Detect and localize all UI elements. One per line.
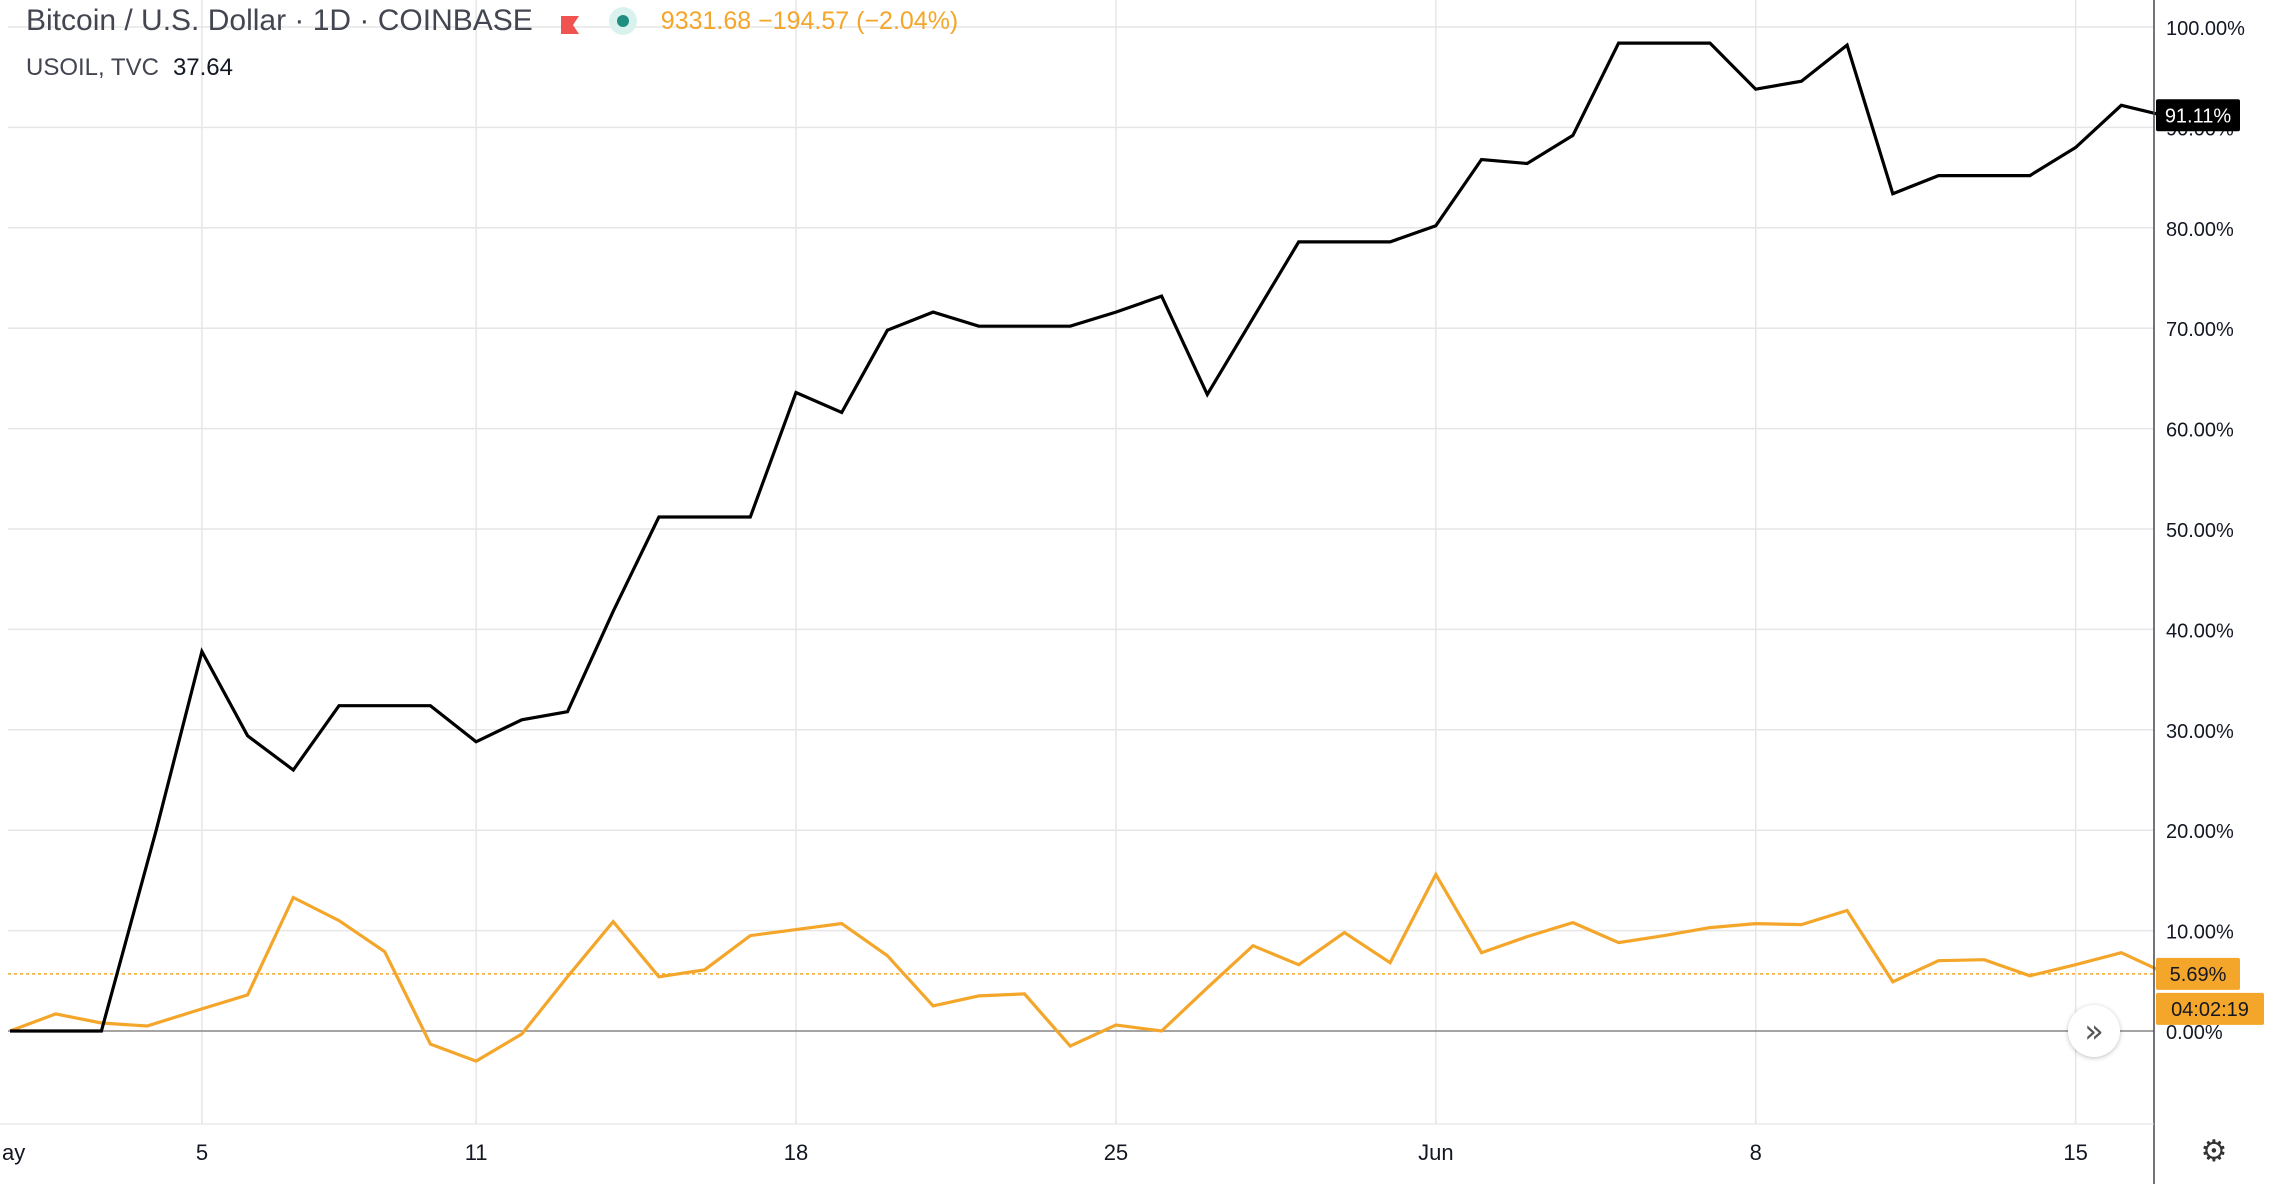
last-quote: 9331.68 −194.57 (−2.04%) — [660, 6, 959, 35]
y-tick-label: 100.00% — [2166, 18, 2245, 40]
x-tick-label: 5 — [196, 1140, 208, 1165]
main-series-legend[interactable]: Bitcoin / U.S. Dollar · 1D · COINBASE 93… — [26, 4, 958, 38]
y-tick-label: 60.00% — [2166, 420, 2234, 442]
x-tick-label: Jun — [1418, 1140, 1453, 1165]
btc-last-price-label: 91.11% — [2156, 99, 2240, 132]
compare-symbol[interactable]: USOIL, TVC — [26, 54, 159, 81]
compare-series-legend[interactable]: USOIL, TVC 37.64 — [26, 54, 233, 82]
x-tick-label: 25 — [1104, 1140, 1128, 1165]
y-tick-label: 30.00% — [2166, 721, 2234, 743]
time-axis[interactable]: ay 5 11 18 25 Jun 8 15 — [2, 1140, 2088, 1165]
series — [9, 41, 2168, 1063]
live-status-icon — [608, 7, 637, 35]
flag-icon[interactable] — [559, 10, 581, 34]
y-tick-label: 70.00% — [2166, 319, 2234, 341]
double-chevron-right-icon: » — [2084, 1012, 2104, 1050]
compare-value: 37.64 — [172, 54, 233, 81]
usoil-series-line[interactable] — [9, 871, 2168, 1063]
gear-icon: ⚙ — [2200, 1133, 2228, 1169]
svg-text:5.69%: 5.69% — [2170, 964, 2227, 986]
y-tick-label: 40.00% — [2166, 620, 2234, 642]
x-tick-label: 8 — [1750, 1140, 1762, 1165]
price-labels: 91.11% 5.69% 04:02:19 — [2156, 99, 2264, 1025]
symbol-title[interactable]: Bitcoin / U.S. Dollar · 1D · COINBASE — [26, 4, 533, 37]
grid — [8, 0, 2154, 1124]
svg-text:91.11%: 91.11% — [2165, 105, 2232, 127]
reference-lines — [8, 973, 2154, 1032]
y-tick-label: 80.00% — [2166, 219, 2234, 241]
svg-text:04:02:19: 04:02:19 — [2171, 999, 2249, 1021]
y-tick-label: 10.00% — [2166, 922, 2234, 944]
x-tick-label: 11 — [465, 1140, 488, 1165]
price-axis[interactable]: 100.00%90.00%80.00%70.00%60.00%50.00%40.… — [2166, 18, 2245, 1044]
y-tick-label: 20.00% — [2166, 821, 2234, 843]
bitcoin-series-line[interactable] — [10, 41, 2168, 1033]
x-tick-label: 18 — [784, 1140, 808, 1165]
y-tick-label: 0.00% — [2166, 1022, 2223, 1044]
bar-countdown-label: 04:02:19 — [2156, 992, 2264, 1025]
x-tick-label: 15 — [2063, 1140, 2087, 1165]
y-tick-label: 50.00% — [2166, 520, 2234, 542]
x-tick-label: ay — [2, 1140, 25, 1165]
scroll-to-realtime-button[interactable]: » — [2068, 1005, 2120, 1057]
oil-last-price-label: 5.69% — [2156, 957, 2240, 990]
chart-settings-button[interactable]: ⚙ — [2196, 1133, 2232, 1169]
